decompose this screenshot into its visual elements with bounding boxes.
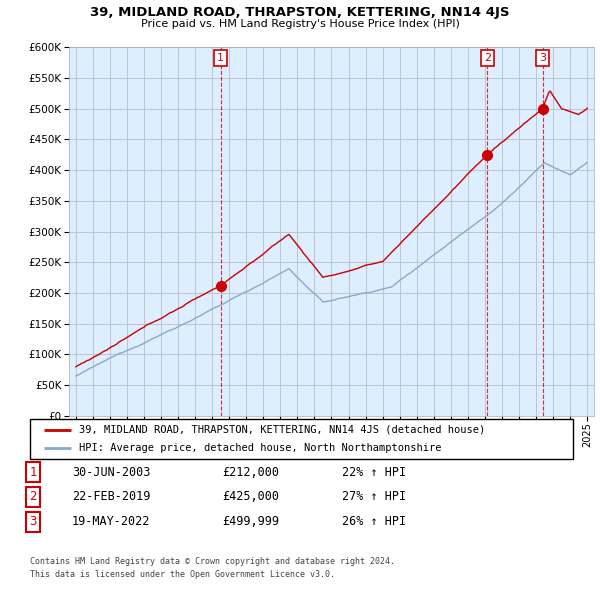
Text: This data is licensed under the Open Government Licence v3.0.: This data is licensed under the Open Gov… xyxy=(30,571,335,579)
FancyBboxPatch shape xyxy=(30,419,573,459)
Text: 30-JUN-2003: 30-JUN-2003 xyxy=(72,466,151,478)
Text: £425,000: £425,000 xyxy=(222,490,279,503)
Text: 2: 2 xyxy=(484,53,491,63)
Text: HPI: Average price, detached house, North Northamptonshire: HPI: Average price, detached house, Nort… xyxy=(79,443,442,453)
Text: 2: 2 xyxy=(29,490,37,503)
Text: 26% ↑ HPI: 26% ↑ HPI xyxy=(342,515,406,528)
Text: Price paid vs. HM Land Registry's House Price Index (HPI): Price paid vs. HM Land Registry's House … xyxy=(140,19,460,29)
Text: 39, MIDLAND ROAD, THRAPSTON, KETTERING, NN14 4JS (detached house): 39, MIDLAND ROAD, THRAPSTON, KETTERING, … xyxy=(79,425,485,435)
Text: 22% ↑ HPI: 22% ↑ HPI xyxy=(342,466,406,478)
Text: Contains HM Land Registry data © Crown copyright and database right 2024.: Contains HM Land Registry data © Crown c… xyxy=(30,558,395,566)
Text: 1: 1 xyxy=(217,53,224,63)
Text: 3: 3 xyxy=(539,53,546,63)
Text: 22-FEB-2019: 22-FEB-2019 xyxy=(72,490,151,503)
Text: 19-MAY-2022: 19-MAY-2022 xyxy=(72,515,151,528)
Text: £212,000: £212,000 xyxy=(222,466,279,478)
Text: 3: 3 xyxy=(29,515,37,528)
Text: 27% ↑ HPI: 27% ↑ HPI xyxy=(342,490,406,503)
Text: £499,999: £499,999 xyxy=(222,515,279,528)
Text: 39, MIDLAND ROAD, THRAPSTON, KETTERING, NN14 4JS: 39, MIDLAND ROAD, THRAPSTON, KETTERING, … xyxy=(90,6,510,19)
Text: 1: 1 xyxy=(29,466,37,478)
